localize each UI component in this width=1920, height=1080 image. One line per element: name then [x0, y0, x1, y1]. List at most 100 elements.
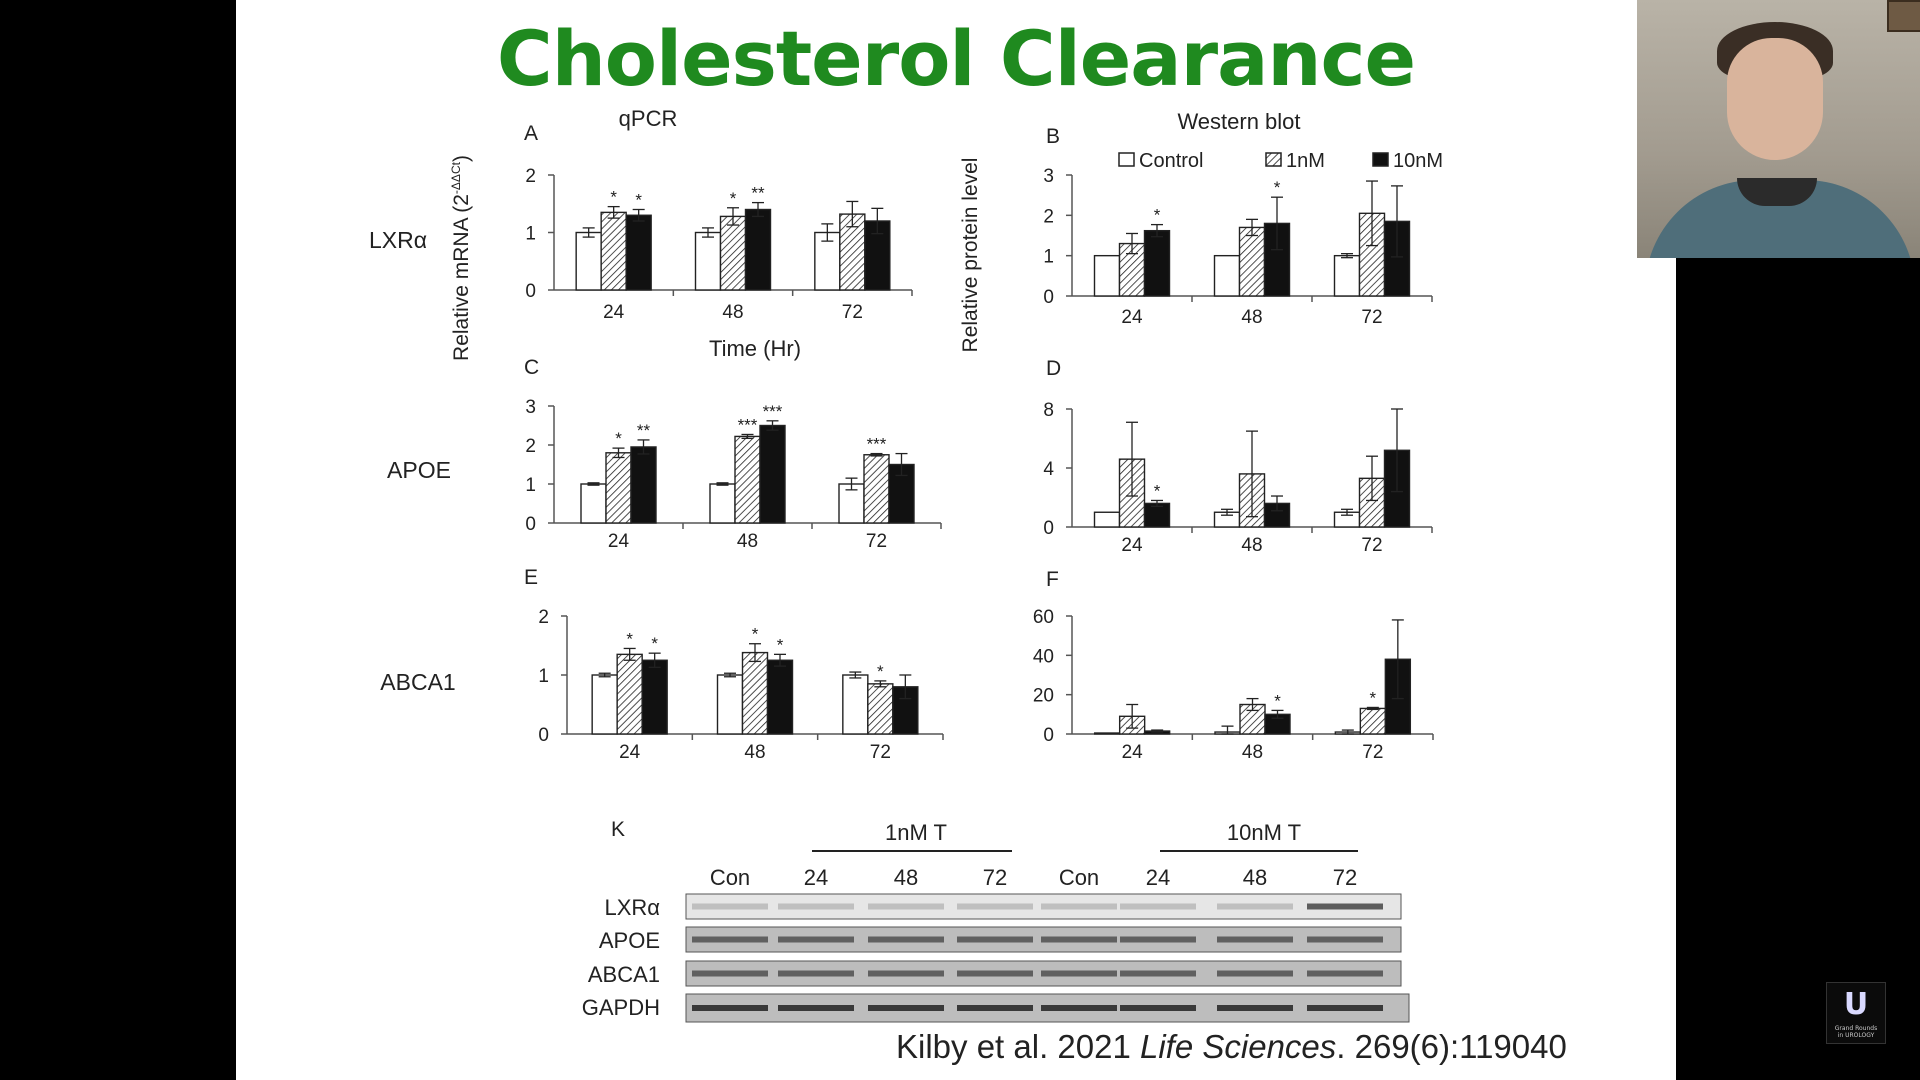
panel-letter-d: D — [1046, 357, 1061, 380]
blot-band — [1041, 903, 1117, 910]
y-tick-label-b: 1 — [1043, 247, 1054, 268]
blot-band — [692, 1005, 768, 1011]
x-tick-label-e: 48 — [744, 742, 765, 763]
panel-letter-e: E — [524, 566, 538, 589]
bar-e-control-48 — [716, 674, 744, 735]
figure: qPCR Western blot Relative mRNA (2-ΔΔCt)… — [369, 106, 1443, 1023]
presenter-webcam — [1637, 0, 1920, 258]
bar-b-control-48 — [1213, 254, 1241, 297]
panel-letter-f: F — [1046, 568, 1059, 591]
blot-band — [1307, 936, 1383, 943]
blot-band — [1120, 903, 1196, 910]
y-tick-label-b: 2 — [1043, 206, 1054, 227]
y-tick-label-b: 0 — [1043, 287, 1054, 308]
time-axis-label: Time (Hr) — [709, 336, 801, 361]
blot-band — [692, 970, 768, 977]
panel-e: E 0 1 2 24 * * 48 * * 72 * — [524, 566, 944, 763]
bar-e-1nm-24 — [616, 653, 643, 735]
blot-lane-label: Con — [1059, 865, 1099, 890]
y-tick-label-e: 2 — [538, 607, 549, 628]
significance-star-e: * — [877, 662, 884, 681]
blot-panel-letter: K — [611, 818, 625, 841]
citation-authors: Kilby et al. 2021 — [896, 1028, 1140, 1065]
x-tick-label-e: 72 — [870, 742, 891, 763]
blot-lane-label: 48 — [1243, 865, 1267, 890]
rna-ylabel-main: Relative mRNA (2 — [450, 194, 473, 361]
blot-band — [778, 1005, 854, 1011]
bar-b-control-72 — [1333, 254, 1361, 297]
western-blot-panel: K 1nM T 10nM T Con 24 48 72 Con 24 48 72 LXRα AP… — [582, 818, 1410, 1023]
x-tick-label-e: 24 — [619, 742, 641, 763]
x-tick-label-f: 72 — [1362, 742, 1383, 763]
y-tick-label-c: 2 — [525, 436, 536, 457]
blot-band — [1041, 936, 1117, 943]
blot-band — [868, 936, 944, 943]
bar-a-1nm-24 — [600, 211, 627, 291]
blot-band — [868, 970, 944, 977]
blot-lane-label: 24 — [1146, 865, 1170, 890]
blot-band — [692, 936, 768, 943]
logo-line1: Grand Rounds — [1834, 1025, 1878, 1032]
blot-rows: LXRα APOE ABCA1 GAPDH — [582, 893, 1410, 1023]
y-tick-label-d: 0 — [1043, 518, 1054, 539]
x-tick-label-d: 48 — [1241, 535, 1262, 556]
grand-rounds-urology-logo: U Grand Rounds in UROLOGY — [1826, 982, 1886, 1044]
presenter-collar — [1737, 178, 1817, 206]
blot-band — [1307, 903, 1383, 910]
x-tick-label-c: 24 — [608, 531, 630, 552]
blot-row-label: LXRα — [604, 895, 660, 920]
logo-text: Grand Rounds in UROLOGY — [1827, 1025, 1885, 1039]
y-tick-label-d: 4 — [1043, 459, 1054, 480]
row-label-lxra: LXRα — [369, 227, 427, 253]
significance-star-b: * — [1154, 206, 1161, 225]
blot-band — [1217, 903, 1293, 910]
slide: Cholesterol Clearance qPCR Western blot … — [236, 0, 1676, 1080]
bar-f-control-24 — [1093, 732, 1121, 735]
citation-journal: Life Sciences — [1140, 1028, 1337, 1065]
blot-band — [1307, 970, 1383, 977]
bar-c-1nm-24 — [605, 452, 632, 524]
bar-a-10nm-48 — [744, 208, 772, 291]
bar-e-1nm-48 — [741, 651, 769, 735]
blot-lane-label: 72 — [983, 865, 1007, 890]
rna-ylabel: Relative mRNA (2-ΔΔCt) — [449, 155, 473, 361]
blot-band — [957, 970, 1033, 977]
x-tick-label-c: 48 — [737, 531, 758, 552]
bar-e-1nm-72 — [867, 683, 894, 735]
significance-star-e: * — [777, 635, 784, 654]
y-tick-label-c: 0 — [525, 514, 536, 535]
bar-d-1nm-72 — [1358, 477, 1386, 528]
bar-e-10nm-48 — [766, 659, 794, 735]
bar-c-1nm-48 — [734, 435, 761, 524]
blot-band — [1041, 1005, 1117, 1011]
significance-star-c: *** — [867, 435, 887, 454]
significance-star-f: * — [1370, 688, 1377, 707]
blot-group-10nm-label: 10nM T — [1227, 820, 1301, 845]
blot-band — [1041, 970, 1117, 977]
blot-lane-label: 72 — [1333, 865, 1357, 890]
bar-f-1nm-72 — [1359, 707, 1387, 735]
significance-star-c: *** — [763, 402, 783, 421]
blot-lane-label: 24 — [804, 865, 828, 890]
blot-band — [1307, 1005, 1383, 1011]
significance-star-e: * — [651, 634, 658, 653]
y-tick-label-f: 0 — [1043, 725, 1054, 746]
legend-label-control: Control — [1139, 150, 1203, 172]
significance-star-c: * — [615, 429, 622, 448]
blot-strip — [685, 893, 1402, 920]
panel-letter-a: A — [524, 122, 538, 145]
y-tick-label-c: 1 — [525, 475, 536, 496]
bar-d-control-24 — [1093, 511, 1121, 528]
blot-band — [957, 1005, 1033, 1011]
legend-label-10nm: 10nM — [1393, 150, 1443, 172]
blot-lane-label: 48 — [894, 865, 918, 890]
x-tick-label-a: 24 — [603, 302, 625, 323]
blot-band — [1217, 1005, 1293, 1011]
significance-star-a: * — [730, 189, 737, 208]
significance-star-a: * — [635, 191, 642, 210]
bar-e-control-24 — [591, 674, 618, 735]
y-tick-label-f: 60 — [1033, 607, 1054, 628]
bar-c-10nm-24 — [630, 446, 657, 524]
citation-reference: . 269(6):119040 — [1336, 1028, 1567, 1065]
